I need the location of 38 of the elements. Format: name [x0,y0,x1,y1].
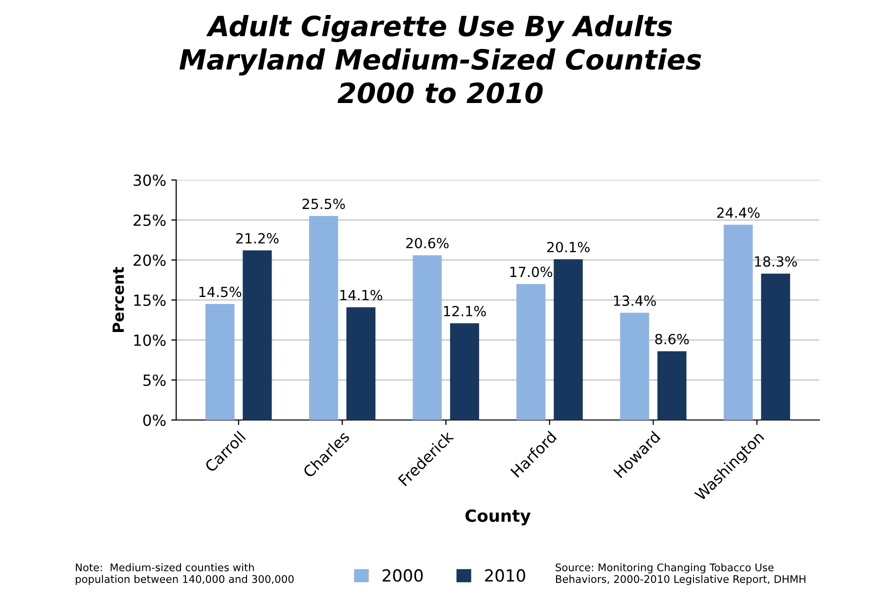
x-axis-title: County [465,509,531,526]
data-label: 21.2% [236,233,279,244]
y-axis-title: Percent [112,267,124,332]
bar [450,323,480,420]
bar [554,259,583,420]
bar [205,304,234,420]
legend-label: 2010 [485,569,526,582]
text: Note: Medium-sized counties with population between 140,000 and 300,000 [76,563,294,585]
chart-title: Adult Cigarette Use By Adults Maryland Medium-Sized Counties 2000 to 2010 [179,15,702,104]
bar [761,274,790,420]
y-tick-label: 30% [134,174,166,186]
y-tick-label: 20% [134,254,166,266]
y-tick-label: 0% [143,414,166,426]
y-tick-label: 5% [143,374,166,386]
data-label: 12.1% [444,306,486,316]
data-label: 18.3% [755,256,797,267]
bar [620,312,650,420]
data-label: 14.5% [199,286,242,298]
y-tick-label: 10% [134,334,166,346]
bar [346,307,376,420]
bar [309,216,338,420]
source-note: Source: Monitoring Changing Tobacco Use Behaviors, 2000-2010 Legislative Report, DHMH [556,563,806,585]
bar [724,224,753,420]
bar [516,284,546,420]
data-label: 17.0% [510,266,552,278]
bar [242,250,272,420]
data-label: 20.6% [406,238,449,248]
data-label: 14.1% [340,290,382,300]
bar [412,255,442,420]
y-tick-label: 15% [134,294,166,306]
data-label: 13.4% [614,295,656,306]
legend-label: 2000 [382,569,423,582]
bar [657,351,686,420]
data-label: 20.1% [547,242,590,252]
data-label: 8.6% [655,334,689,344]
data-label: 24.4% [717,207,760,218]
y-tick-label: 25% [134,214,166,226]
data-label: 25.5% [302,198,345,210]
